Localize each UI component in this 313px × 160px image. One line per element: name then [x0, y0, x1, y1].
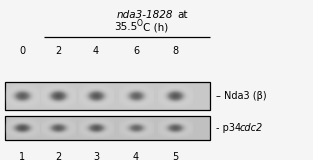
Text: 35.5: 35.5 [114, 22, 137, 32]
Text: - p34: - p34 [216, 123, 241, 133]
Text: C (h): C (h) [143, 22, 168, 32]
Text: 0: 0 [19, 46, 25, 56]
Text: 4: 4 [133, 152, 139, 160]
Text: cdc2: cdc2 [240, 123, 263, 133]
Text: O: O [137, 19, 143, 28]
Text: 2: 2 [55, 152, 61, 160]
Text: 4: 4 [93, 46, 99, 56]
Text: at: at [178, 10, 188, 20]
Bar [5, 116, 210, 140]
Text: 3: 3 [93, 152, 99, 160]
Text: 8: 8 [172, 46, 178, 56]
Text: 1: 1 [19, 152, 25, 160]
Text: 5: 5 [172, 152, 178, 160]
Text: – Nda3 (β): – Nda3 (β) [216, 91, 267, 101]
Text: 2: 2 [55, 46, 61, 56]
Text: 6: 6 [133, 46, 139, 56]
Text: nda3-1828: nda3-1828 [117, 10, 173, 20]
Bar [5, 82, 210, 110]
